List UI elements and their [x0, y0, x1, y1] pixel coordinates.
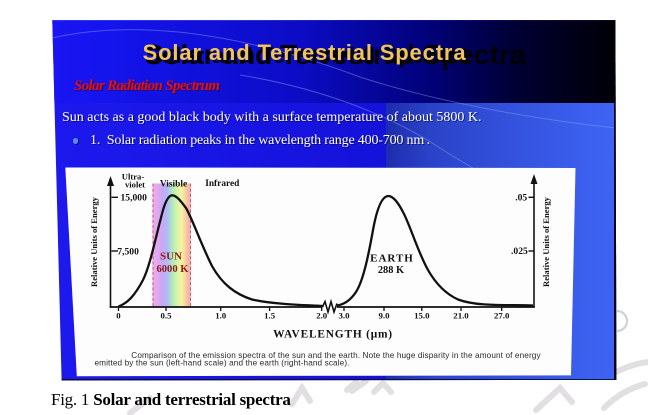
- svg-text:.05: .05: [515, 192, 527, 203]
- svg-text:Ultra-: Ultra-: [122, 172, 145, 182]
- svg-text:Visible: Visible: [160, 179, 187, 189]
- svg-text:7,500: 7,500: [117, 247, 139, 258]
- svg-text:15.0: 15.0: [414, 311, 430, 321]
- svg-text:0.5: 0.5: [161, 311, 173, 321]
- svg-text:SUN: SUN: [160, 251, 182, 263]
- svg-text:3.0: 3.0: [339, 311, 351, 321]
- svg-text:violet: violet: [125, 179, 145, 189]
- svg-text:EARTH: EARTH: [370, 253, 414, 265]
- svg-text:Relative Units of Energy: Relative Units of Energy: [541, 196, 551, 287]
- svg-text:1.5: 1.5: [264, 311, 276, 321]
- svg-text:1.0: 1.0: [215, 311, 227, 321]
- svg-text:288 K: 288 K: [378, 265, 404, 276]
- svg-text:27.0: 27.0: [494, 311, 510, 321]
- svg-text:.025: .025: [511, 246, 528, 257]
- svg-text:0: 0: [116, 311, 121, 321]
- svg-text:Relative Units of Energy: Relative Units of Energy: [89, 196, 99, 287]
- svg-text:Comparison of the emission spe: Comparison of the emission spectra of th…: [131, 351, 541, 360]
- svg-text:emitted by the sun (left-hand: emitted by the sun (left-hand scale) and…: [95, 359, 350, 368]
- svg-text:WAVELENGTH (μm): WAVELENGTH (μm): [273, 329, 393, 341]
- svg-text:2.0: 2.0: [316, 311, 328, 321]
- svg-text:21.0: 21.0: [453, 311, 469, 321]
- svg-text:Infrared: Infrared: [205, 179, 240, 189]
- svg-text:15,000: 15,000: [121, 192, 148, 203]
- svg-text:6000 K: 6000 K: [156, 264, 189, 275]
- svg-text:9.0: 9.0: [379, 311, 391, 321]
